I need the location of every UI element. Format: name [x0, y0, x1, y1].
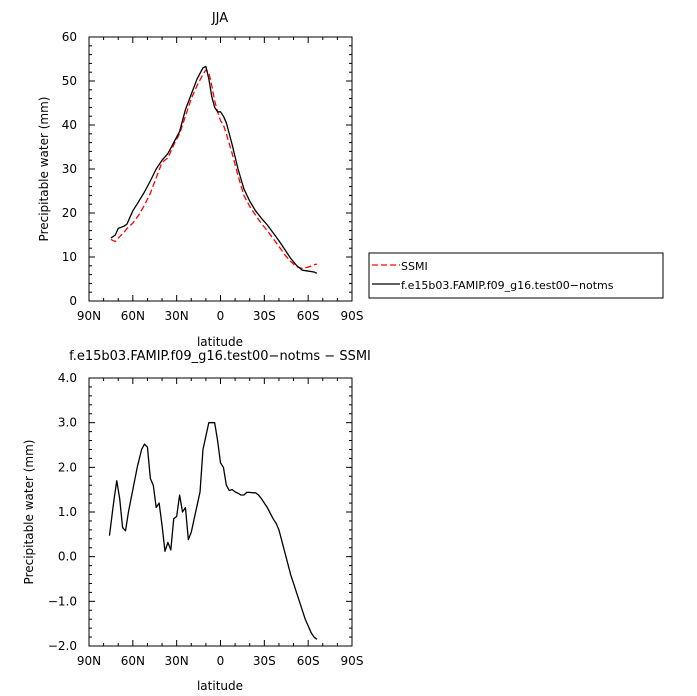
- bottom-y-tick-label: −1.0: [48, 594, 77, 608]
- top-x-tick-label: 60N: [121, 309, 145, 323]
- bottom-panel-title: f.e15b03.FAMIP.f09_g16.test00−notms − SS…: [69, 349, 371, 364]
- bottom-series-0-line: [108, 422, 318, 640]
- top-series-1-line: [110, 65, 318, 274]
- top-y-tick-label: 30: [62, 162, 77, 176]
- bottom-x-tick-label: 60N: [121, 654, 145, 668]
- legend-box: [368, 252, 664, 299]
- top-x-tick-label: 90N: [77, 309, 101, 323]
- top-x-tick-label: 30S: [253, 309, 276, 323]
- bottom-x-tick-label: 60S: [297, 654, 320, 668]
- top-y-tick-label: 10: [62, 250, 77, 264]
- bottom-panel-ticks: 90N 60N 30N 0 30S 60S 90S −2.0 −1.0 0.0 1.0 2.0 3.0 4…: [48, 371, 364, 668]
- top-panel-y-axis-label: Precipitable water (mm): [37, 97, 51, 242]
- top-panel: JJA 90N 60N 30N 0 30S 60S 90S 0 10 20 30 40 50 60 lat…: [37, 11, 363, 349]
- bottom-y-tick-label: −2.0: [48, 639, 77, 653]
- bottom-panel: f.e15b03.FAMIP.f09_g16.test00−notms − SS…: [22, 349, 371, 693]
- top-x-tick-label: 0: [217, 309, 225, 323]
- bottom-x-tick-label: 30N: [165, 654, 189, 668]
- top-panel-series: [110, 65, 318, 274]
- bottom-x-tick-label: 90S: [341, 654, 364, 668]
- top-y-tick-label: 40: [62, 118, 77, 132]
- legend: SSMI f.e15b03.FAMIP.f09_g16.test00−notms: [368, 252, 664, 299]
- bottom-y-tick-label: 1.0: [58, 505, 77, 519]
- top-panel-ticks: 90N 60N 30N 0 30S 60S 90S 0 10 20 30 40 50 60: [62, 30, 364, 323]
- top-series-0-line: [110, 69, 318, 270]
- bottom-panel-x-axis-label: latitude: [197, 679, 243, 693]
- bottom-y-tick-label: 3.0: [58, 416, 77, 430]
- top-x-tick-label: 90S: [341, 309, 364, 323]
- bottom-panel-y-axis-label: Precipitable water (mm): [22, 440, 36, 585]
- top-y-tick-label: 0: [69, 294, 77, 308]
- top-panel-title: JJA: [211, 11, 228, 26]
- top-panel-frame: [88, 36, 353, 302]
- top-panel-x-axis-label: latitude: [197, 335, 243, 349]
- legend-label-ssmi: SSMI: [401, 260, 428, 273]
- bottom-y-tick-label: 0.0: [58, 550, 77, 564]
- bottom-panel-series: [108, 422, 318, 640]
- bottom-y-tick-label: 4.0: [58, 371, 77, 385]
- bottom-x-tick-label: 0: [217, 654, 225, 668]
- bottom-y-tick-label: 2.0: [58, 460, 77, 474]
- top-y-tick-label: 50: [62, 74, 77, 88]
- bottom-x-tick-label: 90N: [77, 654, 101, 668]
- bottom-x-tick-label: 30S: [253, 654, 276, 668]
- top-x-tick-label: 60S: [297, 309, 320, 323]
- top-x-tick-label: 30N: [165, 309, 189, 323]
- top-y-tick-label: 20: [62, 206, 77, 220]
- legend-label-model: f.e15b03.FAMIP.f09_g16.test00−notms: [401, 279, 614, 292]
- top-y-tick-label: 60: [62, 30, 77, 44]
